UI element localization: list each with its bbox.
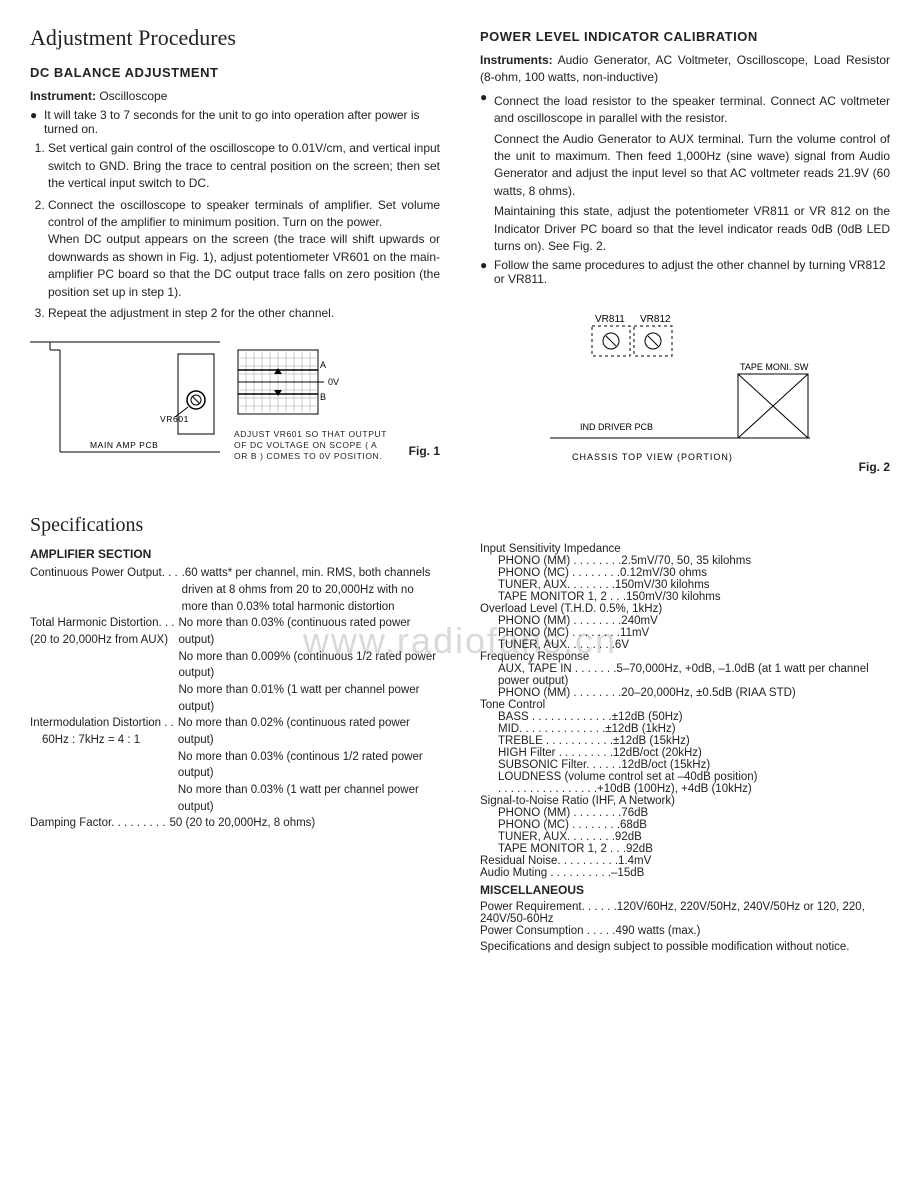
fig1-row: VR601 MAIN AMP PCB (30, 332, 440, 462)
instrument-label: Instrument: (30, 89, 96, 103)
bullet-dot: ● (30, 108, 44, 122)
snr-heading: Signal-to-Noise Ratio (IHF, A Network) (480, 795, 890, 807)
instrument-line: Instrument: Oscilloscope (30, 88, 440, 105)
isi-tun: TUNER, AUX. . . . . . . .150mV/30 kilohm… (480, 579, 890, 591)
bullet-1: ● It will take 3 to 7 seconds for the un… (30, 108, 440, 136)
left-column: Adjustment Procedures DC BALANCE ADJUSTM… (30, 25, 440, 478)
rb1b: Connect the Audio Generator to AUX termi… (494, 131, 890, 201)
bullet-dot: ● (480, 90, 494, 104)
cpo-row: Continuous Power Output. . . .60 watts* … (30, 565, 440, 615)
audio-muting: Audio Muting . . . . . . . . . .–15dB (480, 867, 890, 879)
steps-list: Set vertical gain control of the oscillo… (30, 140, 440, 322)
instrument-value: Oscilloscope (96, 89, 167, 103)
scope-0v-label: 0V (328, 377, 339, 387)
power-consumption: Power Consumption . . . . .490 watts (ma… (480, 925, 890, 937)
tc-bass: BASS . . . . . . . . . . . . .±12dB (50H… (480, 711, 890, 723)
tc-treb: TREBLE . . . . . . . . . . .±12dB (15kHz… (480, 735, 890, 747)
ovl-tun: TUNER, AUX. . . . . . . .6V (480, 639, 890, 651)
step-1: Set vertical gain control of the oscillo… (48, 140, 440, 192)
imd-v1: No more than 0.02% (continuous rated pow… (178, 715, 440, 748)
imd-sub: 60Hz : 7kHz = 4 : 1 (30, 734, 140, 746)
fr-mm: PHONO (MM) . . . . . . . .20–20,000Hz, ±… (480, 687, 890, 699)
vr811-label: VR811 (595, 314, 625, 325)
ovl-mm: PHONO (MM) . . . . . . . .240mV (480, 615, 890, 627)
fr-heading: Frequency Response (480, 651, 890, 663)
df-value: 50 (20 to 20,000Hz, 8 ohms) (166, 815, 441, 832)
spec-left: AMPLIFIER SECTION Continuous Power Outpu… (30, 543, 440, 953)
tc-loud: LOUDNESS (volume control set at –40dB po… (480, 771, 890, 783)
misc-heading: MISCELLANEOUS (480, 883, 890, 897)
isi-heading: Input Sensitivity Impedance (480, 543, 890, 555)
tc-high: HIGH Filter . . . . . . . . .12dB/oct (2… (480, 747, 890, 759)
snr-tape: TAPE MONITOR 1, 2 . . .92dB (480, 843, 890, 855)
fig1-note: ADJUST VR601 SO THAT OUTPUT OF DC VOLTAG… (234, 429, 389, 462)
fr-aux: AUX, TAPE IN . . . . . . .5–70,000Hz, +0… (480, 663, 890, 687)
fig1-scope-diagram: A 0V B (234, 346, 344, 426)
specifications-title: Specifications (30, 514, 890, 537)
rb1c: Maintaining this state, adjust the poten… (494, 203, 890, 255)
snr-mc: PHONO (MC) . . . . . . . .68dB (480, 819, 890, 831)
imd-v2: No more than 0.03% (continous 1/2 rated … (178, 749, 440, 782)
thd-label: Total Harmonic Distortion. . . (30, 617, 174, 629)
bullet-text: It will take 3 to 7 seconds for the unit… (44, 108, 440, 136)
right-column: POWER LEVEL INDICATOR CALIBRATION Instru… (480, 25, 890, 478)
step-2b: When DC output appears on the screen (th… (48, 232, 440, 298)
dc-balance-heading: DC BALANCE ADJUSTMENT (30, 65, 440, 80)
df-row: Damping Factor. . . . . . . . . 50 (20 t… (30, 815, 440, 832)
main-amp-pcb-label: MAIN AMP PCB (90, 440, 158, 450)
scope-a-label: A (320, 360, 326, 370)
step-2a: Connect the oscilloscope to speaker term… (48, 198, 440, 229)
power-level-heading: POWER LEVEL INDICATOR CALIBRATION (480, 29, 890, 44)
fig2-label: Fig. 2 (859, 460, 890, 478)
step-3: Repeat the adjustment in step 2 for the … (48, 305, 440, 322)
instruments-line: Instruments: Audio Generator, AC Voltmet… (480, 52, 890, 87)
fig1-scope-block: A 0V B ADJUST VR601 SO THAT OUTPUT OF DC… (234, 346, 389, 462)
thd-sub: (20 to 20,000Hz from AUX) (30, 634, 168, 646)
right-bullet-1: ● Connect the load resistor to the speak… (480, 90, 890, 259)
tc-heading: Tone Control (480, 699, 890, 711)
cpo-label: Continuous Power Output. . . (30, 565, 178, 615)
bullet-dot: ● (480, 258, 494, 272)
disclaimer: Specifications and design subject to pos… (480, 941, 890, 953)
vr812-label: VR812 (640, 314, 671, 325)
thd-v2: No more than 0.009% (continuous 1/2 rate… (178, 649, 440, 682)
tc-sub: SUBSONIC Filter. . . . . .12dB/oct (15kH… (480, 759, 890, 771)
rb2: Follow the same procedures to adjust the… (494, 258, 890, 286)
df-label: Damping Factor. . . . . . . . . (30, 815, 166, 832)
imd-label: Intermodulation Distortion . . (30, 717, 174, 729)
tc-mid: MID. . . . . . . . . . . . . .±12dB (1kH… (480, 723, 890, 735)
imd-row: Intermodulation Distortion . . 60Hz : 7k… (30, 715, 440, 815)
snr-tun: TUNER, AUX. . . . . . . .92dB (480, 831, 890, 843)
step-2: Connect the oscilloscope to speaker term… (48, 197, 440, 301)
page-title: Adjustment Procedures (30, 25, 440, 51)
vr601-label: VR601 (160, 414, 189, 424)
cpo-value: .60 watts* per channel, min. RMS, both c… (178, 565, 440, 615)
ovl-heading: Overload Level (T.H.D. 0.5%, 1kHz) (480, 603, 890, 615)
right-bullet-2: ● Follow the same procedures to adjust t… (480, 258, 890, 286)
residual-noise: Residual Noise. . . . . . . . . .1.4mV (480, 855, 890, 867)
chassis-label: CHASSIS TOP VIEW (PORTION) (572, 452, 733, 462)
thd-v3: No more than 0.01% (1 watt per channel p… (178, 682, 440, 715)
thd-v1: No more than 0.03% (continuous rated pow… (178, 615, 440, 648)
instruments-label: Instruments: (480, 53, 553, 67)
isi-mm: PHONO (MM) . . . . . . . .2.5mV/70, 50, … (480, 555, 890, 567)
snr-mm: PHONO (MM) . . . . . . . .76dB (480, 807, 890, 819)
fig1-pcb-diagram: VR601 MAIN AMP PCB (30, 332, 220, 462)
isi-tape: TAPE MONITOR 1, 2 . . .150mV/30 kilohms (480, 591, 890, 603)
power-requirement: Power Requirement. . . . . .120V/60Hz, 2… (480, 901, 890, 925)
ovl-mc: PHONO (MC) . . . . . . . .11mV (480, 627, 890, 639)
tape-moni-label: TAPE MONI. SW (740, 362, 809, 372)
isi-mc: PHONO (MC) . . . . . . . .0.12mV/30 ohms (480, 567, 890, 579)
spec-right: Input Sensitivity Impedance PHONO (MM) .… (480, 543, 890, 953)
rb1a: Connect the load resistor to the speaker… (494, 93, 890, 128)
thd-row: Total Harmonic Distortion. . . (20 to 20… (30, 615, 440, 715)
fig2-diagram: VR811 VR812 TAPE MONI. SW IND DRIVER PCB… (480, 308, 820, 478)
tc-loud2: . . . . . . . . . . . . . . . .+10dB (10… (480, 783, 890, 795)
ind-driver-pcb-label: IND DRIVER PCB (580, 422, 653, 432)
amp-section-title: AMPLIFIER SECTION (30, 547, 440, 561)
scope-b-label: B (320, 392, 326, 402)
imd-v3: No more than 0.03% (1 watt per channel p… (178, 782, 440, 815)
fig1-label: Fig. 1 (409, 444, 440, 462)
